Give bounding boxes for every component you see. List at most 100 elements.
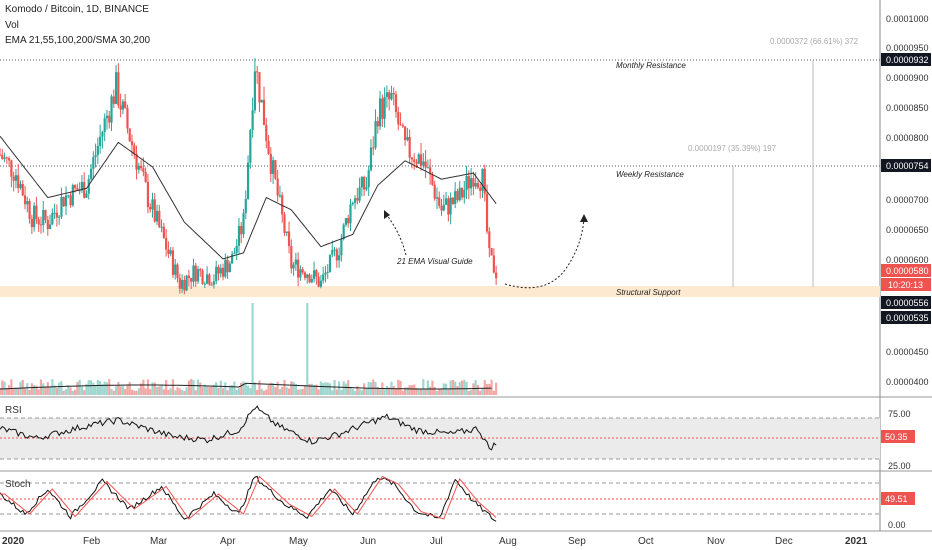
candle-body: [404, 126, 407, 141]
candle-body: [130, 141, 134, 146]
volume-bar: [342, 381, 345, 395]
volume-bar: [310, 383, 313, 395]
candle-body: [360, 176, 363, 188]
volume-bar: [383, 389, 386, 395]
stoch-panel-label[interactable]: Stoch: [5, 479, 31, 490]
volume-bar: [137, 388, 140, 395]
candle-body: [397, 112, 400, 125]
candle-body: [303, 272, 307, 278]
candle-body: [51, 212, 54, 225]
candle-body: [30, 218, 33, 228]
candle-body: [44, 209, 47, 220]
volume-bar: [349, 386, 352, 395]
candle-body: [381, 98, 384, 119]
candle-body: [183, 279, 186, 291]
volume-bar: [89, 380, 93, 395]
candle-body: [187, 275, 190, 278]
volume-bar: [392, 385, 395, 395]
volume-bar: [306, 303, 309, 395]
price-tick: 0.0000950: [886, 43, 929, 53]
volume-bar: [46, 382, 49, 395]
volume-bar: [476, 384, 480, 395]
price-tick: 0.0000700: [886, 195, 929, 205]
candle-body: [212, 281, 216, 285]
candle-body: [301, 269, 304, 273]
candle-body: [108, 115, 111, 123]
volume-bar: [149, 389, 152, 395]
candle-body: [35, 205, 38, 220]
rsi-line: [0, 405, 497, 451]
candle-body: [167, 249, 170, 254]
volume-bar: [96, 380, 99, 395]
candle-body: [419, 154, 423, 166]
rsi-panel-label[interactable]: RSI: [5, 405, 22, 416]
volume-bar: [488, 384, 491, 395]
candle-body: [356, 198, 359, 201]
candle-body: [399, 124, 402, 126]
volume-bar: [117, 382, 120, 395]
volume-bar: [169, 388, 172, 395]
candle-body: [278, 195, 282, 197]
candle-body: [85, 193, 88, 198]
volume-bar: [228, 385, 231, 395]
volume-bar: [276, 381, 279, 395]
volume-bar: [176, 387, 179, 395]
volume-bar: [121, 385, 124, 395]
volume-bar: [12, 388, 15, 395]
stoch-d-line: [0, 475, 497, 520]
volume-bar: [433, 387, 436, 395]
volume-bar: [190, 379, 193, 395]
candle-body: [46, 219, 49, 230]
candle-body: [169, 250, 172, 254]
volume-bar: [479, 390, 482, 395]
volume-bar: [210, 386, 213, 395]
candle-body: [474, 183, 477, 187]
volume-bar: [447, 389, 450, 395]
volume-bar: [48, 386, 52, 395]
volume-bar: [353, 390, 357, 395]
volume-bar: [463, 379, 466, 395]
candle-body: [60, 196, 63, 217]
volume-bar: [460, 380, 464, 395]
candle-body: [376, 121, 379, 127]
volume-bar: [490, 379, 493, 395]
ema-indicator-label[interactable]: EMA 21,55,100,200/SMA 30,200: [5, 35, 151, 46]
candle-body: [388, 92, 391, 100]
price-tick: 0.0000850: [886, 103, 929, 113]
candle-body: [92, 157, 95, 169]
candle-body: [435, 197, 439, 199]
volume-bar: [328, 383, 332, 395]
volume-bar: [155, 386, 159, 395]
volume-bar: [0, 388, 2, 395]
volume-bar: [231, 385, 234, 395]
candle-body: [14, 175, 18, 181]
volume-bar: [194, 390, 197, 395]
volume-bar: [23, 388, 27, 395]
volume-bar: [363, 383, 366, 395]
volume-bar: [240, 382, 243, 395]
candle-body: [103, 118, 106, 132]
volume-bar: [378, 389, 382, 395]
candle-body: [165, 237, 168, 250]
volume-bar: [196, 379, 200, 395]
monthly-resistance-label: Monthly Resistance: [616, 61, 686, 70]
symbol-title[interactable]: Komodo / Bitcoin, 1D, BINANCE: [5, 4, 149, 15]
volume-indicator-label[interactable]: Vol: [5, 20, 19, 31]
time-axis-label: Sep: [568, 536, 586, 547]
volume-bar: [467, 390, 470, 395]
price-tick: 0.0001000: [886, 14, 929, 24]
candle-body: [0, 154, 2, 156]
volume-bar: [326, 382, 329, 395]
candle-body: [269, 153, 272, 174]
volume-bar: [44, 386, 47, 395]
candle-body: [383, 97, 386, 119]
volume-bar: [470, 390, 473, 395]
candle-body: [394, 94, 398, 113]
candle-body: [23, 195, 27, 205]
candle-body: [319, 280, 322, 287]
volume-bar: [1, 380, 4, 395]
volume-bar: [312, 384, 316, 395]
volume-bar: [308, 383, 311, 395]
